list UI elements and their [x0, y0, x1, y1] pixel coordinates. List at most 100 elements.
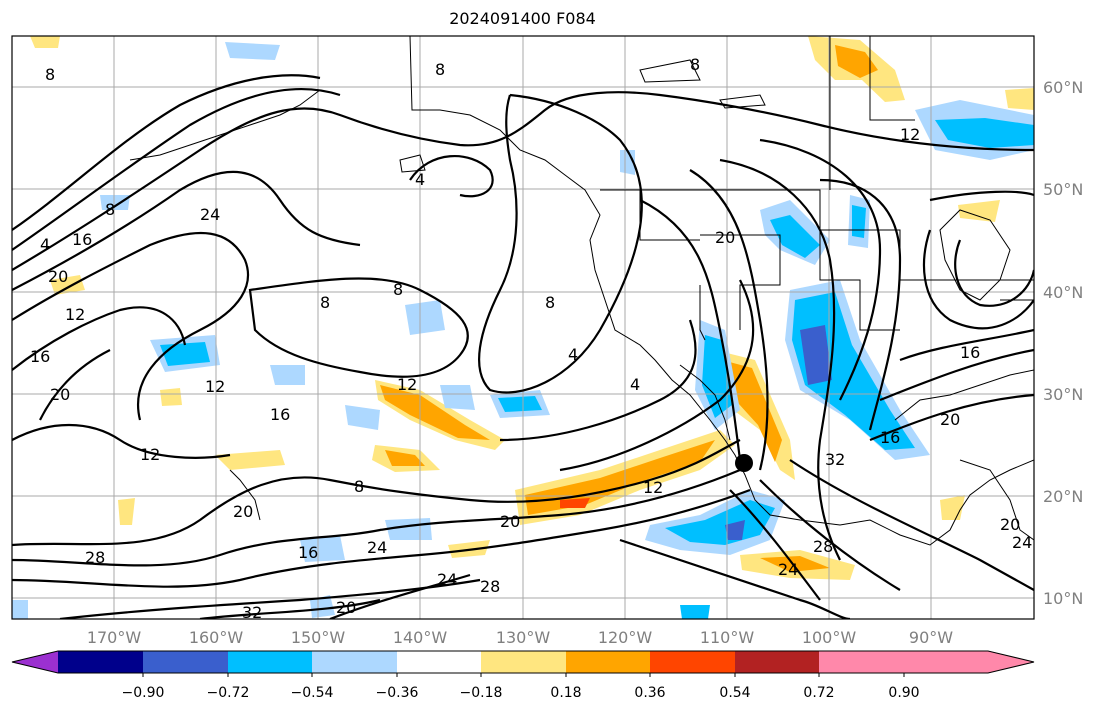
contour-label: 20: [940, 410, 960, 429]
contour-label: 32: [825, 450, 845, 469]
shade-negative-m7: [300, 535, 345, 562]
colorbar-segment: [143, 651, 228, 673]
colorbar-tick-label: 0.54: [719, 685, 750, 701]
contour-label: 24: [437, 570, 457, 589]
shade-negative-south-core: [665, 500, 775, 545]
contour-label: 24: [1012, 533, 1032, 552]
contour-label: 20: [500, 512, 520, 531]
map-frame: [11, 35, 1035, 620]
lat-label: 20°N: [1043, 487, 1083, 506]
shade-negative-south-max: [725, 520, 745, 540]
lat-label: 60°N: [1043, 78, 1083, 97]
contour-label: 12: [65, 305, 85, 324]
colorbar-tick-label: 0.90: [888, 685, 919, 701]
shade-positive-west: [215, 450, 285, 470]
colorbar-segment: [988, 651, 1034, 673]
shade-positive-east: [1005, 88, 1034, 110]
colorbar-segment: [312, 651, 397, 673]
contour-label: 12: [643, 478, 663, 497]
colorbar-tick-label: 0.36: [634, 685, 665, 701]
shade-negative-calif-core: [702, 335, 732, 418]
shade-negative-ne-core: [935, 118, 1034, 148]
lon-label: 90°W: [909, 628, 953, 647]
contour-label: 12: [397, 375, 417, 394]
contour-label: 4: [415, 170, 425, 189]
shade-positive-far-west: [50, 275, 85, 295]
colorbar-segment: [481, 651, 566, 673]
shade-positive-ne-core: [835, 45, 878, 78]
contour-label: 8: [545, 293, 555, 312]
lat-label: 30°N: [1043, 385, 1083, 404]
colorbar-segment: [397, 651, 481, 673]
shade-negative-m3: [405, 300, 445, 335]
contour-label: 12: [140, 445, 160, 464]
contour-label: 24: [778, 560, 798, 579]
shade-negative-far-west: [100, 195, 130, 210]
contour-label: 8: [45, 65, 55, 84]
contour-label: 4: [40, 235, 50, 254]
lat-label: 10°N: [1043, 589, 1083, 608]
contour-lines: [12, 74, 1034, 619]
contour-label: 28: [85, 548, 105, 567]
shade-negative-m5: [345, 405, 380, 430]
shade-positive-se: [940, 495, 965, 520]
contour-label: 24: [367, 538, 387, 557]
shade-negative-mid-core: [498, 396, 542, 412]
contour-label: 32: [242, 603, 262, 622]
lon-label: 120°W: [598, 628, 653, 647]
map-title: 2024091400 F084: [449, 9, 596, 28]
colorbar-segment: [735, 651, 819, 673]
latitude-labels: 60°N 50°N 40°N 30°N 20°N 10°N: [1043, 78, 1083, 608]
colorbar-segment: [904, 651, 988, 673]
shade-negative-m4: [270, 365, 305, 385]
colorbar-tick-label: −0.36: [376, 685, 419, 701]
shade-positive-mid-core: [380, 385, 490, 440]
contour-label: 8: [354, 477, 364, 496]
contour-label: 16: [298, 543, 318, 562]
contour-label: 20: [233, 502, 253, 521]
contour-label: 16: [30, 347, 50, 366]
shade-negative-trough-max: [800, 325, 832, 385]
shade-negative-west-core: [160, 342, 210, 366]
colorbar-tick-label: 0.72: [803, 685, 834, 701]
lat-label: 50°N: [1043, 180, 1083, 199]
lat-label: 40°N: [1043, 283, 1083, 302]
lon-label: 140°W: [393, 628, 448, 647]
lon-label: 100°W: [802, 628, 857, 647]
colorbar-segment: [650, 651, 735, 673]
contour-label: 20: [1000, 515, 1020, 534]
contour-label: 12: [900, 125, 920, 144]
colorbar-tick-label: −0.54: [291, 685, 334, 701]
colorbar-segment: [58, 651, 143, 673]
colorbar-tick-label: −0.18: [460, 685, 503, 701]
contour-label: 4: [630, 375, 640, 394]
colorbar-segment: [566, 651, 650, 673]
contour-label: 24: [200, 205, 220, 224]
shade-positive-coast-core: [722, 360, 782, 462]
storm-center-marker: [735, 454, 753, 472]
contour-label: 16: [880, 428, 900, 447]
shade-positive-lakes: [958, 200, 1000, 222]
shade-positive-nw: [30, 36, 60, 48]
contour-label: 8: [690, 55, 700, 74]
shade-positive-jet-max: [560, 498, 590, 508]
shade-negative-m2: [440, 385, 475, 410]
colorbar-segment: [819, 651, 904, 673]
lon-label: 160°W: [189, 628, 244, 647]
colorbar-tick-label: −0.72: [207, 685, 250, 701]
contour-label: 28: [813, 537, 833, 556]
lon-label: 110°W: [700, 628, 755, 647]
colorbar-tick-label: −0.90: [122, 685, 165, 701]
contour-label: 20: [50, 385, 70, 404]
colorbar-labels: −0.90 −0.72 −0.54 −0.36 −0.18 0.18 0.36 …: [122, 685, 920, 701]
contour-label: 8: [393, 280, 403, 299]
shade-negative-bl2: [310, 595, 335, 618]
contour-label: 20: [48, 267, 68, 286]
contour-label: 8: [105, 200, 115, 219]
shade-negative-bottom: [680, 605, 710, 619]
colorbar: [11, 650, 1035, 677]
colorbar-segment: [228, 651, 312, 673]
lon-label: 170°W: [87, 628, 142, 647]
contour-label: 4: [568, 345, 578, 364]
